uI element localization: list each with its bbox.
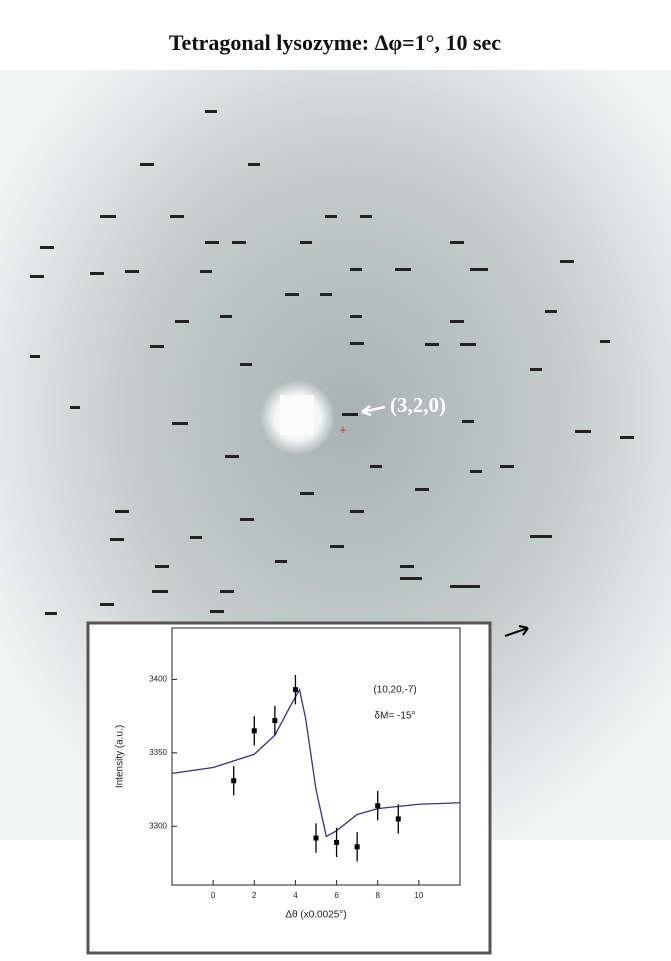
diffraction-spot: [350, 315, 362, 318]
diffraction-spot: [620, 436, 634, 439]
y-tick-label: 3350: [149, 748, 167, 757]
diffraction-spot: [500, 465, 514, 468]
beam-stop: [280, 395, 314, 435]
data-point: [293, 687, 298, 692]
diffraction-spot: [190, 536, 202, 539]
diffraction-spot: [225, 455, 239, 458]
diffraction-spot: [150, 345, 164, 348]
diffraction-spot: [460, 343, 476, 346]
diffraction-spot: [205, 241, 219, 244]
diffraction-spot: [100, 215, 116, 218]
diffraction-spot: [140, 163, 154, 166]
diffraction-spot: [275, 560, 287, 563]
figure-title: Tetragonal lysozyme: Δφ=1°, 10 sec: [169, 30, 501, 55]
x-tick-label: 2: [252, 891, 257, 900]
diffraction-spot: [220, 590, 234, 593]
diffraction-spot: [395, 268, 411, 271]
diffraction-spot: [560, 260, 574, 263]
x-tick-label: 4: [293, 891, 298, 900]
figure: + (3,2,0) Tetragonal lysozyme: Δφ=1°, 10…: [0, 0, 671, 956]
diffraction-spot: [400, 577, 422, 580]
data-point: [314, 836, 319, 841]
diffraction-spot: [425, 343, 439, 346]
diffraction-spot: [45, 612, 57, 615]
diffraction-spot: [462, 420, 474, 423]
diffraction-spot: [248, 163, 260, 166]
diffraction-spot: [600, 340, 610, 343]
x-tick-label: 8: [375, 891, 380, 900]
diffraction-spot: [110, 538, 124, 541]
x-tick-label: 10: [414, 891, 423, 900]
diffraction-spot: [210, 610, 224, 613]
diffraction-spot: [30, 275, 44, 278]
diffraction-spot: [90, 272, 104, 275]
diffraction-spot: [470, 268, 488, 271]
data-point: [252, 728, 257, 733]
diffraction-spot: [100, 603, 114, 606]
diffraction-spot: [530, 535, 552, 538]
reflection-label: (3,2,0): [390, 393, 446, 417]
annotation: (10,20,-7): [373, 685, 416, 696]
data-point: [396, 816, 401, 821]
x-axis-label: Δθ (x0.0025°): [285, 910, 346, 921]
diffraction-spot: [175, 320, 189, 323]
diffraction-spot: [115, 510, 129, 513]
diffraction-spot: [350, 510, 364, 513]
diffraction-spot: [325, 215, 337, 218]
diffraction-spot: [530, 368, 542, 371]
diffraction-spot: [240, 363, 252, 366]
inset-panel: [88, 623, 490, 953]
diffraction-spot: [240, 518, 254, 521]
diffraction-spot: [470, 470, 482, 473]
diffraction-spot: [350, 268, 362, 271]
diffraction-spot: [350, 342, 364, 345]
diffraction-spot: [415, 488, 429, 491]
diffraction-spot: [330, 545, 344, 548]
diffraction-spot: [450, 320, 464, 323]
data-point: [272, 718, 277, 723]
diffraction-spot: [285, 293, 299, 296]
diffraction-spot: [320, 293, 332, 296]
y-tick-label: 3300: [149, 821, 167, 830]
diffraction-spot: [40, 246, 54, 249]
diffraction-spot: [342, 413, 358, 416]
diffraction-spot: [200, 270, 212, 273]
x-tick-label: 6: [334, 891, 339, 900]
diffraction-spot: [70, 406, 80, 409]
diffraction-spot: [360, 215, 372, 218]
diffraction-spot: [545, 310, 557, 313]
data-point: [231, 778, 236, 783]
diffraction-spot: [300, 241, 312, 244]
data-point: [334, 840, 339, 845]
annotation: δM= -15°: [375, 711, 416, 722]
data-point: [355, 844, 360, 849]
diffraction-spot: [125, 270, 139, 273]
diffraction-spot: [30, 355, 40, 358]
diffraction-spot: [575, 430, 591, 433]
diffraction-spot: [220, 315, 232, 318]
diffraction-spot: [400, 565, 414, 568]
y-axis-label: Intensity (a.u.): [115, 725, 126, 788]
diffraction-spot: [300, 492, 314, 495]
diffraction-spot: [155, 565, 169, 568]
x-tick-label: 0: [211, 891, 216, 900]
page: + (3,2,0) Tetragonal lysozyme: Δφ=1°, 10…: [0, 0, 671, 956]
data-point: [375, 803, 380, 808]
diffraction-spot: [450, 241, 464, 244]
y-tick-label: 3400: [149, 675, 167, 684]
center-mark: +: [339, 423, 346, 437]
diffraction-spot: [205, 110, 217, 113]
diffraction-spot: [370, 465, 382, 468]
diffraction-spot: [152, 590, 168, 593]
diffraction-spot: [450, 585, 480, 588]
diffraction-spot: [170, 215, 184, 218]
diffraction-spot: [232, 241, 246, 244]
diffraction-spot: [172, 422, 188, 425]
